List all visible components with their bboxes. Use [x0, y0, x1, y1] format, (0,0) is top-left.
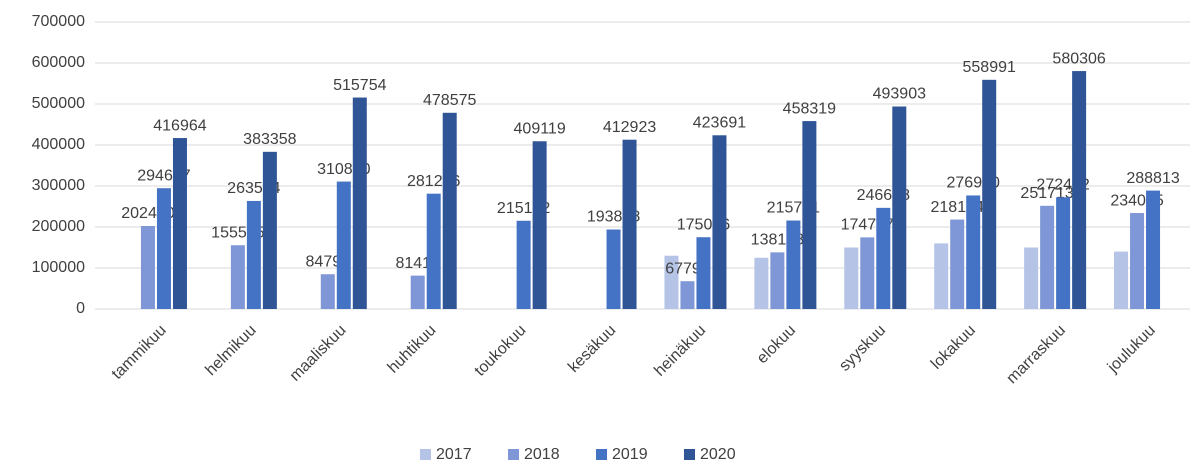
- data-label: 423691: [693, 115, 746, 132]
- x-tick-label: tammikuu: [109, 322, 170, 383]
- bar: [770, 252, 785, 309]
- legend-swatch: [596, 449, 607, 460]
- bar: [1130, 213, 1145, 309]
- bar: [246, 200, 261, 309]
- y-tick-label: 600000: [32, 54, 85, 71]
- bar: [802, 121, 817, 310]
- legend-label: 2020: [700, 446, 736, 463]
- bar: [680, 281, 695, 309]
- bar: [172, 138, 187, 309]
- data-label: 515754: [333, 77, 386, 94]
- bar: [696, 237, 711, 309]
- bar: [230, 245, 245, 309]
- bar: [442, 112, 457, 310]
- bar: [844, 247, 859, 309]
- legend-swatch: [684, 449, 695, 460]
- bar: [426, 193, 441, 309]
- bar: [1146, 190, 1161, 309]
- bar: [410, 275, 425, 309]
- bar: [892, 106, 907, 309]
- data-label: 493903: [873, 86, 926, 103]
- bar: [622, 139, 637, 309]
- legend-label: 2019: [612, 446, 648, 463]
- x-tick-label: elokuu: [754, 322, 799, 367]
- bar: [1056, 197, 1071, 309]
- data-label: 580306: [1052, 50, 1105, 67]
- bar: [712, 135, 727, 309]
- legend-label: 2017: [436, 446, 472, 463]
- x-tick-label: maaliskuu: [287, 322, 350, 385]
- x-tick-label: helmikuu: [202, 322, 259, 379]
- y-tick-label: 300000: [32, 177, 85, 194]
- bar: [860, 237, 875, 309]
- bar: [934, 243, 949, 309]
- bar: [754, 257, 769, 309]
- bar: [140, 225, 155, 309]
- bar: [262, 151, 277, 309]
- x-tick-label: heinäkuu: [651, 322, 709, 380]
- bar: [664, 255, 679, 309]
- y-tick-label: 700000: [32, 13, 85, 30]
- bar: [982, 79, 997, 309]
- data-label: 458319: [783, 100, 836, 117]
- bar: [1040, 205, 1055, 309]
- legend-swatch: [508, 449, 519, 460]
- x-tick-label: syyskuu: [836, 322, 889, 375]
- y-tick-label: 0: [76, 300, 85, 317]
- bar: [352, 97, 367, 309]
- x-tick-label: lokakuu: [928, 322, 979, 373]
- x-tick-label: huhtikuu: [385, 322, 440, 377]
- y-tick-label: 200000: [32, 218, 85, 235]
- bar: [966, 195, 981, 309]
- bar: [532, 141, 547, 309]
- bar: [336, 181, 351, 309]
- bar: [950, 219, 965, 309]
- bar: [1024, 247, 1039, 309]
- bar: [786, 220, 801, 309]
- bar: [606, 229, 621, 309]
- bar: [156, 188, 171, 309]
- y-tick-label: 500000: [32, 95, 85, 112]
- data-label: 412923: [603, 119, 656, 136]
- x-tick-label: marraskuu: [1003, 322, 1068, 387]
- data-label: 288813: [1126, 170, 1179, 187]
- legend-swatch: [420, 449, 431, 460]
- data-label: 478575: [423, 92, 476, 109]
- x-tick-label: toukokuu: [471, 322, 529, 380]
- data-label: 383358: [243, 131, 296, 148]
- data-label: 558991: [963, 59, 1016, 76]
- x-tick-label: joulukuu: [1104, 322, 1159, 377]
- bar: [1072, 71, 1087, 309]
- legend-label: 2018: [524, 446, 560, 463]
- y-tick-label: 100000: [32, 259, 85, 276]
- bar: [876, 207, 891, 309]
- bar: [1114, 251, 1129, 309]
- x-tick-label: kesäkuu: [565, 322, 619, 376]
- y-tick-label: 400000: [32, 136, 85, 153]
- bar: [516, 220, 531, 309]
- data-label: 416964: [153, 117, 206, 134]
- bar: [320, 274, 335, 309]
- data-label: 409119: [514, 120, 566, 137]
